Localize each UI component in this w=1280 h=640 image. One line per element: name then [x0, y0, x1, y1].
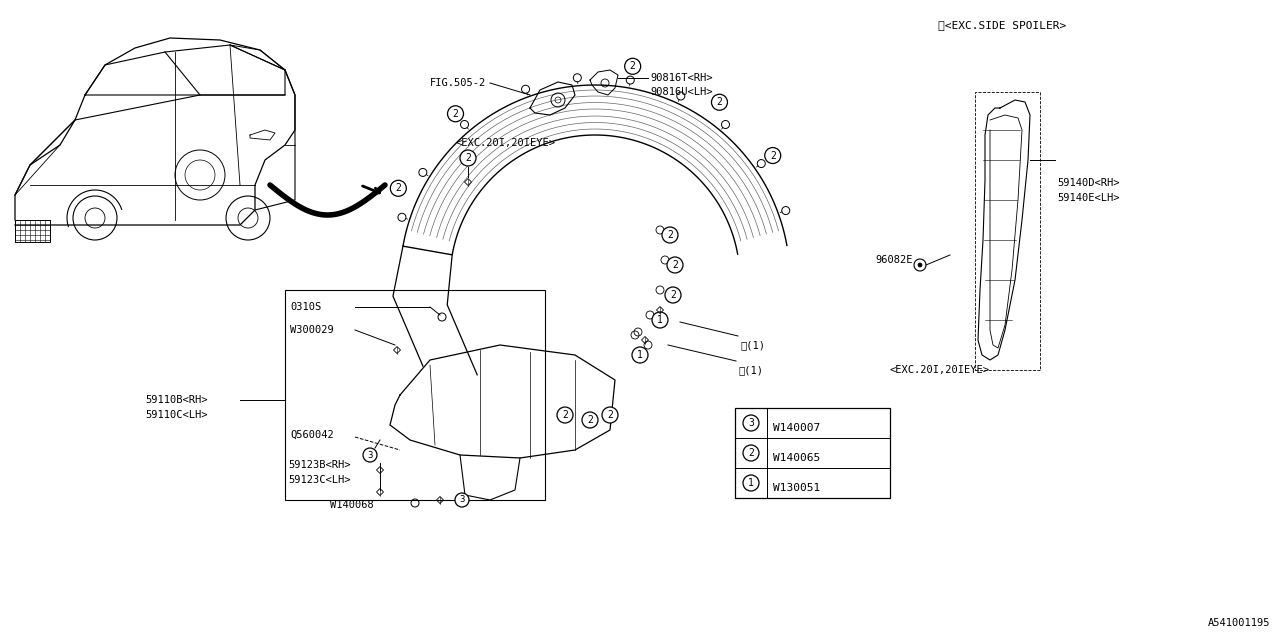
Text: ※(1): ※(1) [740, 340, 765, 350]
Text: 2: 2 [669, 290, 676, 300]
Text: 2: 2 [672, 260, 678, 270]
Text: 3: 3 [460, 495, 465, 504]
Text: FIG.505-2: FIG.505-2 [430, 78, 486, 88]
Bar [15, 220, 50, 242]
Text: 2: 2 [396, 183, 401, 193]
Text: 2: 2 [769, 150, 776, 161]
Text: 3: 3 [748, 418, 754, 428]
Text: 59140E<LH>: 59140E<LH> [1057, 193, 1120, 203]
Circle shape [557, 407, 573, 423]
Text: 59123B<RH>: 59123B<RH> [288, 460, 351, 470]
Circle shape [602, 407, 618, 423]
Text: W140068: W140068 [330, 500, 374, 510]
Circle shape [448, 106, 463, 122]
Text: 59140D<RH>: 59140D<RH> [1057, 178, 1120, 188]
Text: ※(1): ※(1) [739, 365, 763, 375]
Circle shape [390, 180, 406, 196]
Text: W300029: W300029 [291, 325, 334, 335]
Bar [285, 290, 545, 500]
Circle shape [582, 412, 598, 428]
Text: 1: 1 [657, 315, 663, 325]
Text: 2: 2 [453, 109, 458, 119]
Text: W140065: W140065 [773, 453, 820, 463]
Text: 2: 2 [465, 153, 471, 163]
Text: ※<EXC.SIDE SPOILER>: ※<EXC.SIDE SPOILER> [938, 20, 1066, 30]
Text: 2: 2 [748, 448, 754, 458]
Circle shape [454, 493, 468, 507]
Circle shape [632, 347, 648, 363]
Text: 59110C<LH>: 59110C<LH> [145, 410, 207, 420]
Text: 2: 2 [717, 97, 722, 108]
Text: 2: 2 [630, 61, 636, 71]
Text: A541001195: A541001195 [1207, 618, 1270, 628]
Text: Q560042: Q560042 [291, 430, 334, 440]
Text: 59123C<LH>: 59123C<LH> [288, 475, 351, 485]
Text: <EXC.20I,20IEYE>: <EXC.20I,20IEYE> [890, 365, 989, 375]
Text: 3: 3 [367, 451, 372, 460]
Text: W130051: W130051 [773, 483, 820, 493]
Text: <EXC.20I,20IEYE>: <EXC.20I,20IEYE> [454, 138, 556, 148]
Text: 2: 2 [588, 415, 593, 425]
Text: 90816T<RH>: 90816T<RH> [650, 73, 713, 83]
Bar [735, 408, 890, 498]
Circle shape [742, 475, 759, 491]
Circle shape [666, 287, 681, 303]
Text: 59110B<RH>: 59110B<RH> [145, 395, 207, 405]
Text: 1: 1 [637, 350, 643, 360]
Circle shape [742, 415, 759, 431]
Text: W140007: W140007 [773, 423, 820, 433]
Text: 90816U<LH>: 90816U<LH> [650, 87, 713, 97]
Circle shape [625, 58, 641, 74]
Circle shape [667, 257, 684, 273]
Text: 2: 2 [667, 230, 673, 240]
Text: 2: 2 [607, 410, 613, 420]
Text: 0310S: 0310S [291, 302, 321, 312]
Text: 2: 2 [562, 410, 568, 420]
Circle shape [662, 227, 678, 243]
Circle shape [460, 150, 476, 166]
Text: 96082E: 96082E [876, 255, 913, 265]
Circle shape [364, 448, 378, 462]
Circle shape [652, 312, 668, 328]
Circle shape [712, 94, 727, 110]
Circle shape [918, 263, 922, 267]
Circle shape [764, 148, 781, 164]
Text: 1: 1 [748, 478, 754, 488]
Circle shape [742, 445, 759, 461]
